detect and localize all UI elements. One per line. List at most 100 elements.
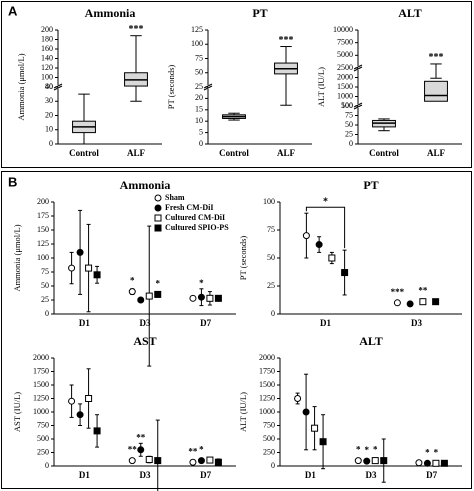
marker <box>85 395 93 402</box>
y-tick-label: 1250 <box>259 393 275 402</box>
y-tick-label: 250 <box>263 447 275 456</box>
marker <box>294 395 302 402</box>
significance: *** <box>429 52 444 63</box>
marker <box>315 241 323 249</box>
legend-label: Fresh CM-DiI <box>165 203 214 212</box>
x-tick-label: ALF <box>427 148 446 158</box>
marker <box>354 457 362 465</box>
y-tick-label: 75 <box>195 53 203 62</box>
axis-break-mark <box>353 66 363 72</box>
x-tick-label: D3 <box>140 470 151 480</box>
y-tick-label: 50 <box>41 281 49 290</box>
y-tick-label: 10 <box>195 116 203 125</box>
y-tick-label: 180 <box>41 34 53 43</box>
marker <box>206 456 214 464</box>
significance: *** <box>129 24 144 35</box>
y-tick-label: 5 <box>199 127 203 136</box>
y-tick-label: 1750 <box>33 366 49 375</box>
significance: ** <box>128 445 138 455</box>
y-tick-label: 160 <box>41 44 53 53</box>
y-tick-label: 2000 <box>33 353 49 362</box>
y-tick-label: 1750 <box>259 366 275 375</box>
y-axis-label: PT (seconds) <box>166 65 176 110</box>
marker <box>214 294 222 302</box>
marker <box>440 459 448 467</box>
y-tick-label: 1000 <box>259 407 275 416</box>
marker <box>68 397 76 405</box>
legend-label: Cultured SPIO-PS <box>165 223 229 232</box>
marker <box>197 457 205 465</box>
y-tick-label: 1000 <box>33 407 49 416</box>
y-tick-label: 50 <box>267 253 275 262</box>
y-tick-label: 0 <box>349 139 353 148</box>
x-tick-label: Control <box>219 148 249 158</box>
marker <box>93 271 101 279</box>
marker <box>85 264 93 272</box>
y-tick-label: 200 <box>41 25 53 34</box>
marker <box>137 296 145 304</box>
y-tick-label: 7500 <box>337 37 353 46</box>
marker <box>154 194 162 202</box>
marker <box>68 264 76 272</box>
marker <box>154 224 162 232</box>
panel-label: B <box>8 174 17 189</box>
x-tick-label: Control <box>369 148 399 158</box>
x-tick-label: D7 <box>200 318 211 328</box>
y-tick-label: 10000 <box>333 25 353 34</box>
legend-label: Sham <box>165 193 185 202</box>
y-tick-label: 75 <box>345 110 353 119</box>
y-tick-label: 200 <box>37 197 49 206</box>
marker <box>319 438 327 446</box>
marker <box>423 459 431 467</box>
significance: * <box>199 278 204 288</box>
marker <box>206 294 214 302</box>
y-tick-label: 250 <box>37 447 49 456</box>
x-tick-label: D1 <box>320 318 331 328</box>
y-tick-label: 0 <box>271 309 275 318</box>
y-tick-label: 30 <box>45 96 53 105</box>
significance: * <box>425 447 430 457</box>
marker <box>154 290 162 298</box>
y-tick-label: 75 <box>41 267 49 276</box>
y-axis-label: PT (seconds) <box>238 236 248 281</box>
bracket-label: * <box>323 196 328 207</box>
axis-break-mark <box>353 104 363 110</box>
marker <box>419 298 427 306</box>
y-axis-label: ALT (IU/L) <box>316 67 326 107</box>
panel-frame <box>1 1 472 168</box>
marker <box>76 248 84 256</box>
y-tick-label: 100 <box>263 197 275 206</box>
x-tick-label: D7 <box>200 470 211 480</box>
y-tick-label: 1250 <box>33 393 49 402</box>
y-axis-label: ALT (IU/L) <box>238 392 248 432</box>
x-tick-label: D3 <box>366 470 377 480</box>
y-tick-label: 25 <box>345 129 353 138</box>
significance: ** <box>418 286 428 296</box>
y-tick-label: 100 <box>41 72 53 81</box>
y-tick-label: 125 <box>191 25 203 34</box>
y-tick-label: 750 <box>263 420 275 429</box>
significance: * <box>373 445 378 455</box>
marker <box>154 457 162 465</box>
chart-title: PT <box>363 178 378 192</box>
y-tick-label: 50 <box>195 68 203 77</box>
y-tick-label: 1500 <box>337 82 353 91</box>
y-tick-label: 100 <box>191 39 203 48</box>
y-tick-label: 150 <box>37 225 49 234</box>
y-axis-label: Ammonia (μmol/L) <box>12 224 22 291</box>
marker <box>154 214 162 222</box>
y-tick-label: 20 <box>195 93 203 102</box>
y-tick-label: 0 <box>45 461 49 470</box>
marker <box>137 446 145 454</box>
x-tick-label: D1 <box>79 318 90 328</box>
marker <box>189 294 197 302</box>
marker <box>154 204 162 212</box>
marker <box>432 459 440 467</box>
x-tick-label: D1 <box>79 470 90 480</box>
marker <box>93 427 101 435</box>
chart-title: AST <box>133 334 156 348</box>
y-tick-label: 750 <box>37 420 49 429</box>
y-tick-label: 50 <box>345 120 353 129</box>
marker <box>197 293 205 301</box>
significance: ** <box>188 446 198 456</box>
